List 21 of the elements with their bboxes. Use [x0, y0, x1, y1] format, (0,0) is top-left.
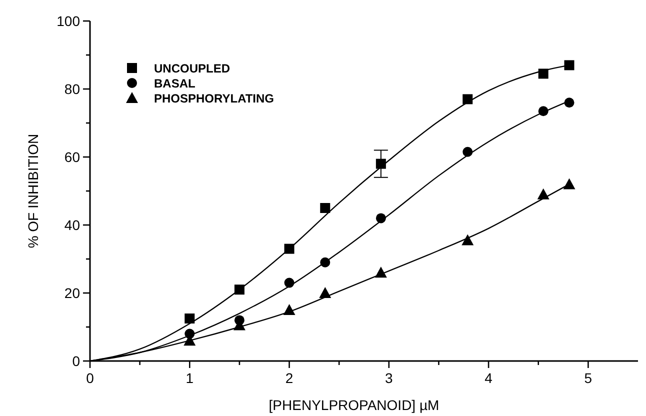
x-tick-label: 5	[584, 370, 592, 386]
point	[320, 203, 330, 213]
x-axis-title: [PHENYLPROPANOID] µM	[268, 397, 440, 413]
legend-label: UNCOUPLED	[154, 62, 230, 76]
y-tick-label: 40	[64, 217, 80, 233]
x-tick-label: 2	[285, 370, 294, 386]
legend-label: PHOSPHORYLATING	[154, 92, 274, 106]
point	[462, 234, 474, 246]
y-tick-label: 60	[64, 149, 80, 165]
x-tick-label: 3	[385, 370, 394, 386]
y-tick-label: 0	[72, 353, 80, 369]
x-tick-label: 1	[186, 370, 194, 386]
y-tick-label: 80	[64, 81, 80, 97]
y-tick-label: 20	[64, 285, 80, 301]
legend-label: BASAL	[154, 76, 196, 90]
x-tick-label: 0	[86, 370, 94, 386]
point	[564, 60, 574, 70]
x-tick-label: 4	[484, 370, 493, 386]
point	[184, 314, 195, 324]
y-tick-label: 100	[56, 13, 80, 29]
y-axis-title: % OF INHIBITION	[25, 134, 41, 248]
